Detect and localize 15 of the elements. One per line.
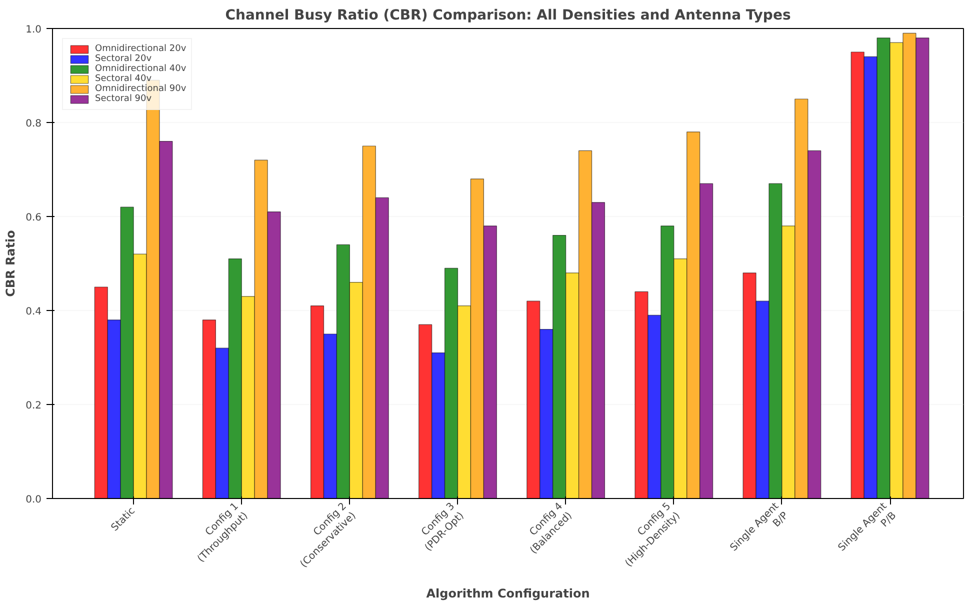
- legend-label: Sectoral 90v: [95, 94, 152, 104]
- legend-label: Sectoral 20v: [95, 54, 152, 64]
- chart-title: Channel Busy Ratio (CBR) Comparison: All Densities and Antenna Types: [225, 8, 791, 24]
- legend-label: Omnidirectional 90v: [95, 84, 186, 94]
- y-axis-title: CBR Ratio: [4, 230, 18, 297]
- y-tick-label: 0.2: [26, 400, 42, 412]
- y-tick-label: 0.0: [26, 494, 42, 506]
- legend-label: Sectoral 40v: [95, 74, 152, 84]
- x-axis-title: Algorithm Configuration: [426, 586, 590, 601]
- y-tick-label: 0.4: [26, 306, 42, 318]
- y-tick-label: 0.6: [26, 212, 42, 224]
- y-tick-label: 0.8: [26, 118, 42, 130]
- legend-label: Omnidirectional 40v: [95, 64, 186, 74]
- y-tick-label: 1.0: [26, 24, 42, 36]
- legend-label: Omnidirectional 20v: [95, 44, 186, 54]
